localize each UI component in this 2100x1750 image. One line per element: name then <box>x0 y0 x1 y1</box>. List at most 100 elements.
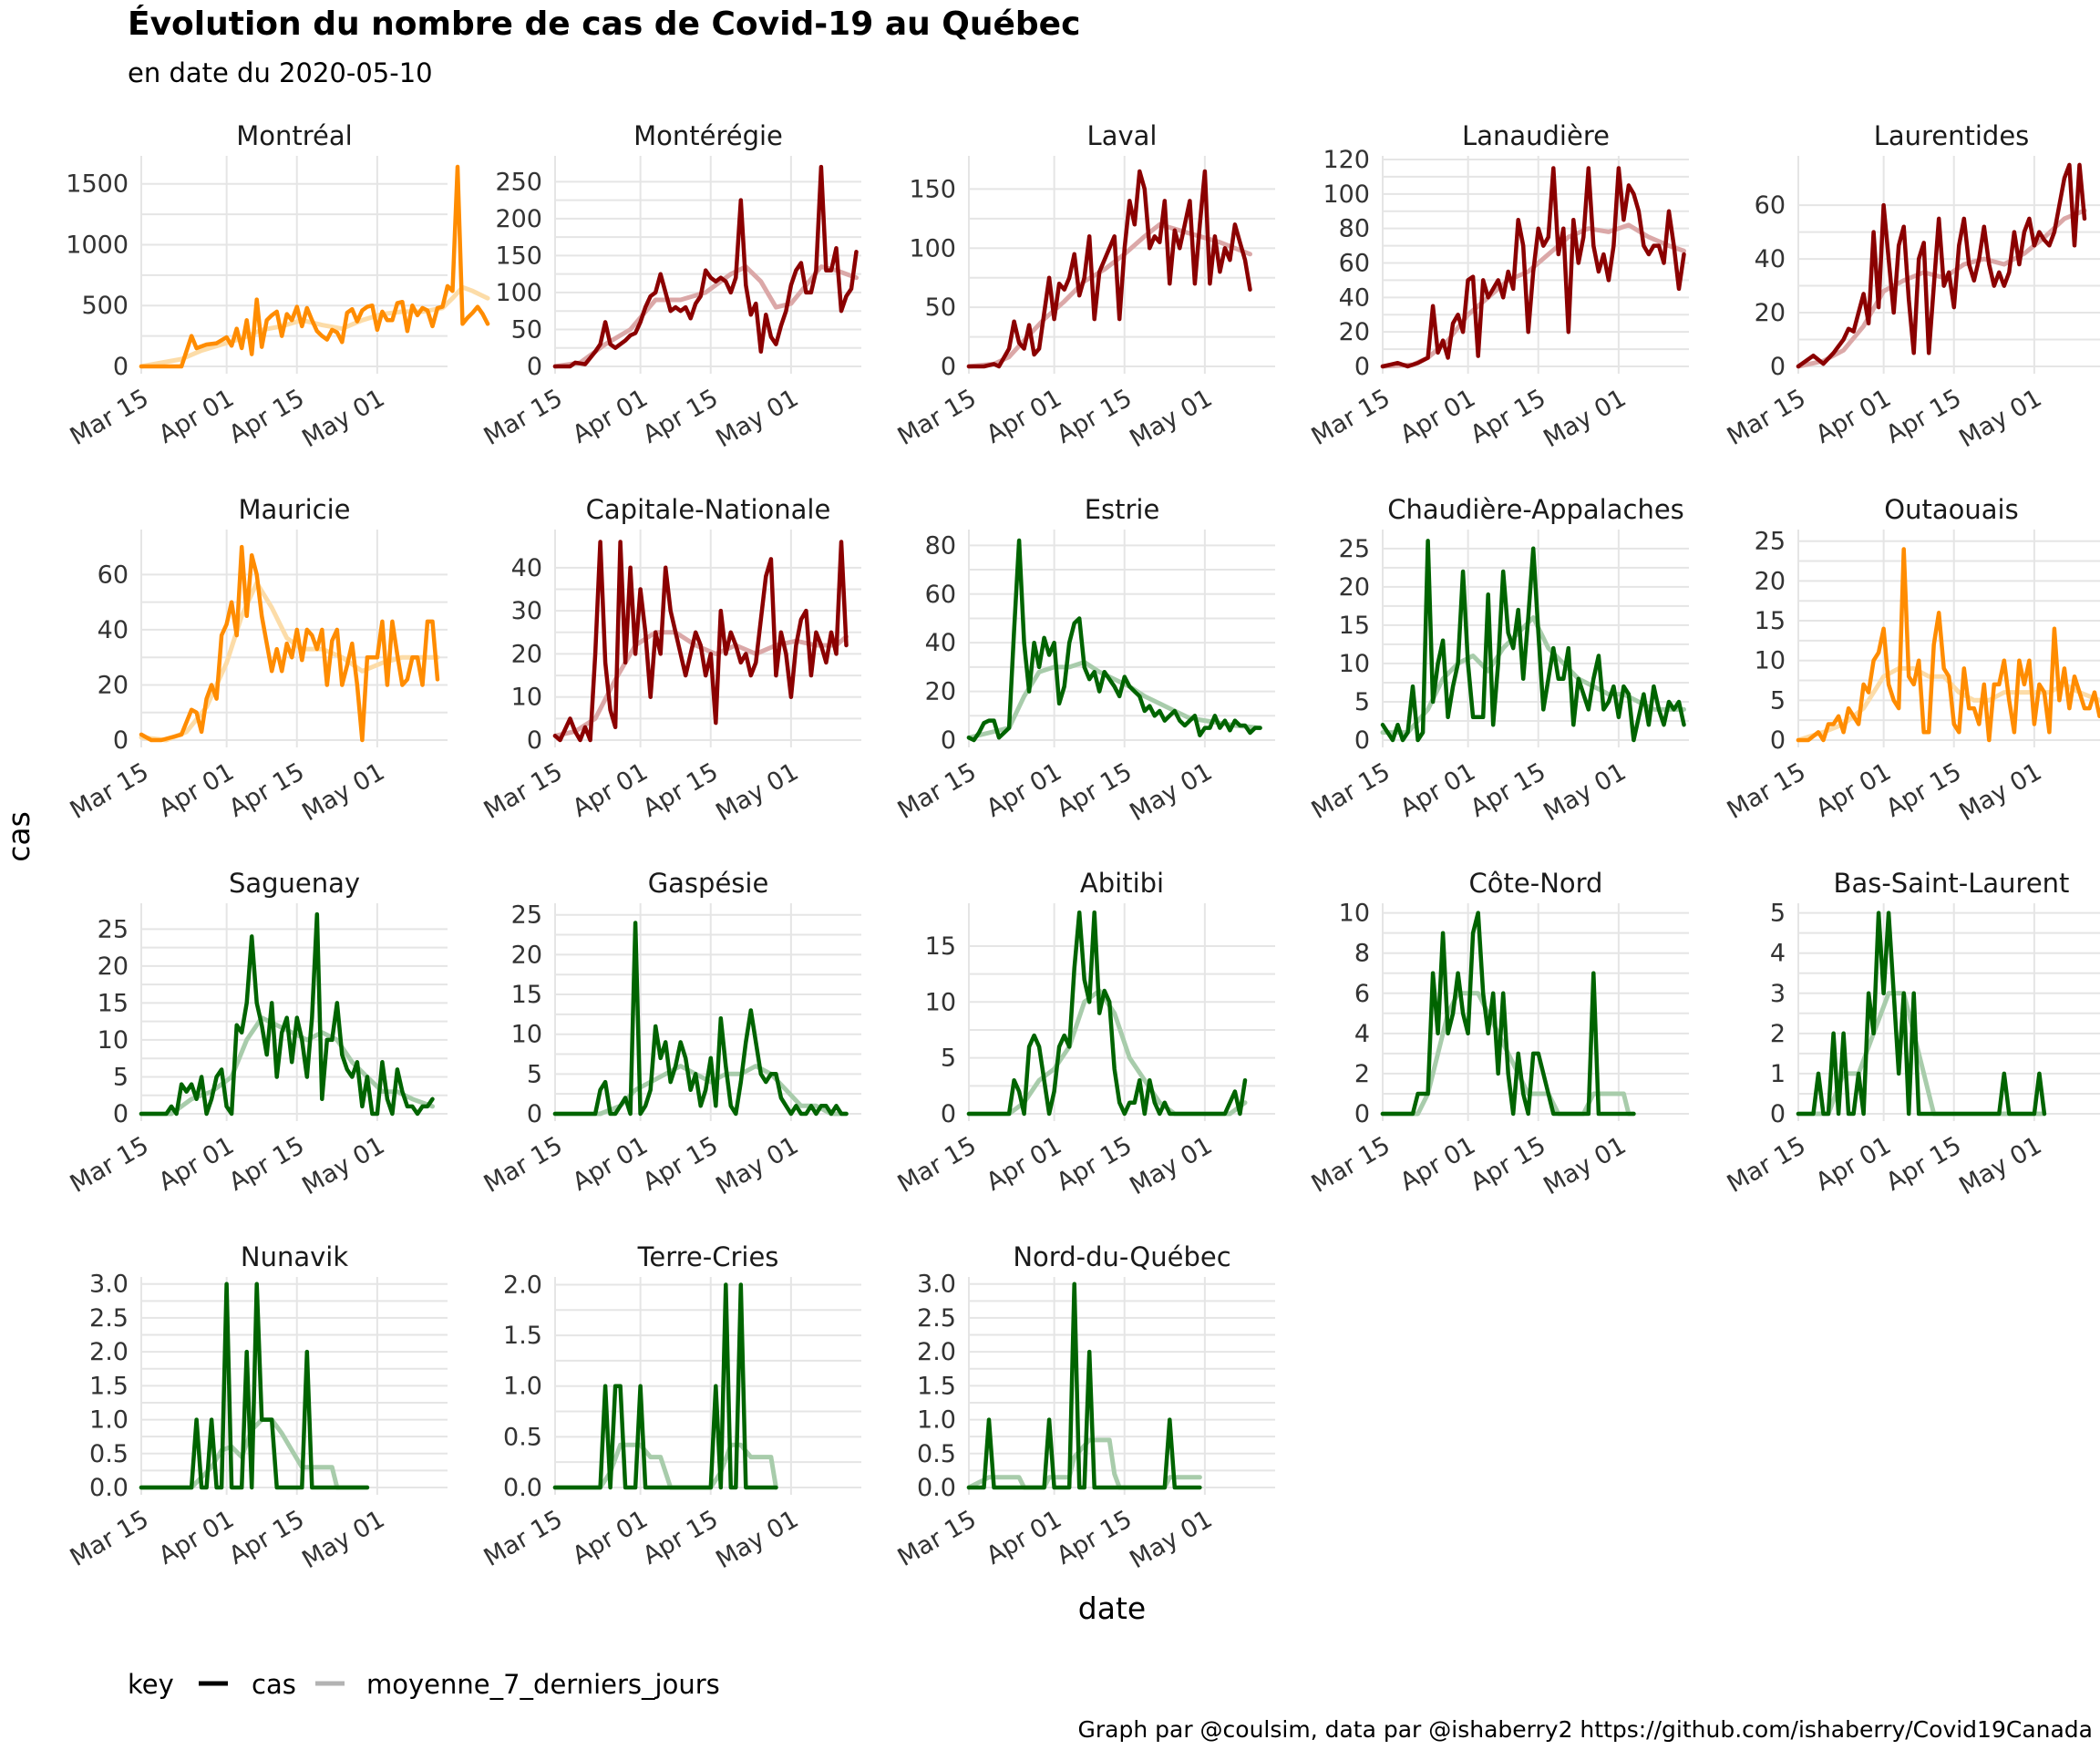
x-tick-label: May 01 <box>711 384 803 453</box>
y-tick-label: 0 <box>1770 353 1786 381</box>
y-tick-label: 1 <box>1770 1060 1786 1088</box>
legend-label-moyenne: moyenne_7_derniers_jours <box>366 1669 720 1700</box>
series-cas-line <box>966 538 1262 743</box>
y-tick-label: 40 <box>511 554 542 582</box>
y-tick-label: 1000 <box>66 231 129 259</box>
y-tick-label: 5 <box>1770 686 1786 715</box>
panel-title: Outaouais <box>1884 494 2018 525</box>
y-tick-label: 3.0 <box>89 1271 129 1299</box>
series-moyenne-line <box>552 630 849 738</box>
y-tick-label: 20 <box>98 671 129 699</box>
panel-2: Montérégie 0 50 100 150 200 250 Mar 15 Apr 01Apr… <box>479 120 861 453</box>
x-tick-label: Apr 01 <box>568 1131 653 1197</box>
series-cas-line <box>139 164 490 369</box>
y-tick-label: 0 <box>1770 1100 1786 1128</box>
series-cas-line <box>966 910 1248 1117</box>
x-tick-label: Apr 15 <box>1466 384 1550 449</box>
y-tick-label: 15 <box>98 989 129 1017</box>
y-tick-label: 0.5 <box>503 1423 542 1451</box>
y-tick-label: 5 <box>941 1045 956 1073</box>
panel-title: Lanaudière <box>1462 120 1610 151</box>
y-tick-label: 0 <box>1770 726 1786 755</box>
panel-title: Montérégie <box>633 120 783 151</box>
legend-label-cas: cas <box>252 1669 296 1700</box>
x-tick-label: Apr 01 <box>1395 384 1480 449</box>
y-tick-label: 0.5 <box>89 1440 129 1468</box>
x-tick-label: Apr 01 <box>982 1131 1066 1197</box>
y-tick-label: 120 <box>1323 146 1370 174</box>
y-tick-label: 60 <box>925 581 956 609</box>
x-tick-label: Apr 15 <box>224 1505 309 1570</box>
y-tick-label: 4 <box>1770 940 1786 968</box>
series-cas-line <box>1380 539 1686 743</box>
x-tick-label: Apr 01 <box>982 757 1066 823</box>
panel-title: Gaspésie <box>648 868 769 899</box>
y-tick-label: 15 <box>925 932 956 961</box>
x-tick-label: Mar 15 <box>66 384 154 451</box>
panel-4: Lanaudière 0 20 40 60 80 100 120 Mar 15 Apr 01Apr… <box>1307 120 1689 453</box>
x-tick-label: Apr 01 <box>568 384 653 449</box>
y-tick-label: 0 <box>941 726 956 755</box>
x-tick-label: May 01 <box>711 1131 803 1200</box>
x-tick-label: Apr 01 <box>982 384 1066 449</box>
y-tick-label: 60 <box>1339 250 1370 278</box>
x-tick-label: Apr 15 <box>1881 384 1966 449</box>
y-tick-label: 0 <box>1354 353 1370 381</box>
y-tick-label: 40 <box>925 629 956 657</box>
y-tick-label: 2.0 <box>917 1338 956 1366</box>
y-tick-label: 0 <box>113 1100 129 1128</box>
panel-title: Côte-Nord <box>1469 868 1603 899</box>
x-tick-label: Mar 15 <box>1723 384 1811 451</box>
y-tick-label: 10 <box>511 684 542 712</box>
x-tick-label: Apr 15 <box>1881 757 1966 823</box>
x-tick-label: Apr 15 <box>1466 757 1550 823</box>
x-tick-label: May 01 <box>1539 1131 1631 1200</box>
y-tick-label: 2 <box>1354 1060 1370 1088</box>
y-tick-label: 20 <box>1339 318 1370 346</box>
series-cas-line <box>552 921 849 1117</box>
series-cas-line <box>966 169 1252 369</box>
panel-title: Saguenay <box>229 868 360 899</box>
series-moyenne-line <box>552 1442 778 1490</box>
y-tick-label: 20 <box>1755 299 1786 327</box>
y-tick-label: 0.0 <box>503 1474 542 1502</box>
x-tick-label: Apr 01 <box>154 1505 239 1570</box>
x-tick-label: Apr 01 <box>1395 1131 1480 1197</box>
y-tick-label: 20 <box>1339 573 1370 602</box>
y-tick-label: 10 <box>511 1021 542 1049</box>
y-tick-label: 10 <box>1339 900 1370 928</box>
y-tick-label: 40 <box>98 616 129 644</box>
series-cas-line <box>139 1282 370 1490</box>
y-tick-label: 60 <box>1755 191 1786 220</box>
x-tick-label: Mar 15 <box>1307 1131 1395 1199</box>
x-tick-label: Mar 15 <box>893 757 982 825</box>
y-tick-label: 20 <box>511 941 542 969</box>
y-tick-label: 10 <box>925 988 956 1016</box>
x-tick-label: Apr 15 <box>1052 757 1137 823</box>
series-cas-line <box>1380 911 1636 1117</box>
y-tick-label: 100 <box>1323 180 1370 209</box>
x-tick-label: Apr 15 <box>224 384 309 449</box>
x-tick-label: Apr 01 <box>1395 757 1480 823</box>
y-tick-label: 6 <box>1354 980 1370 1008</box>
y-tick-label: 8 <box>1354 940 1370 968</box>
panel-title: Laval <box>1087 120 1158 151</box>
x-tick-label: Apr 01 <box>154 757 239 823</box>
y-tick-label: 20 <box>511 640 542 668</box>
panel-title: Nord-du-Québec <box>1013 1241 1230 1272</box>
panel-title: Nunavik <box>241 1241 348 1272</box>
series-cas-line <box>1796 162 2087 369</box>
x-tick-label: Mar 15 <box>893 1505 982 1572</box>
series-cas-line <box>552 1282 778 1490</box>
y-tick-label: 0 <box>113 353 129 381</box>
y-tick-label: 2.5 <box>917 1304 956 1333</box>
x-tick-label: Mar 15 <box>893 384 982 451</box>
y-tick-label: 25 <box>98 915 129 943</box>
